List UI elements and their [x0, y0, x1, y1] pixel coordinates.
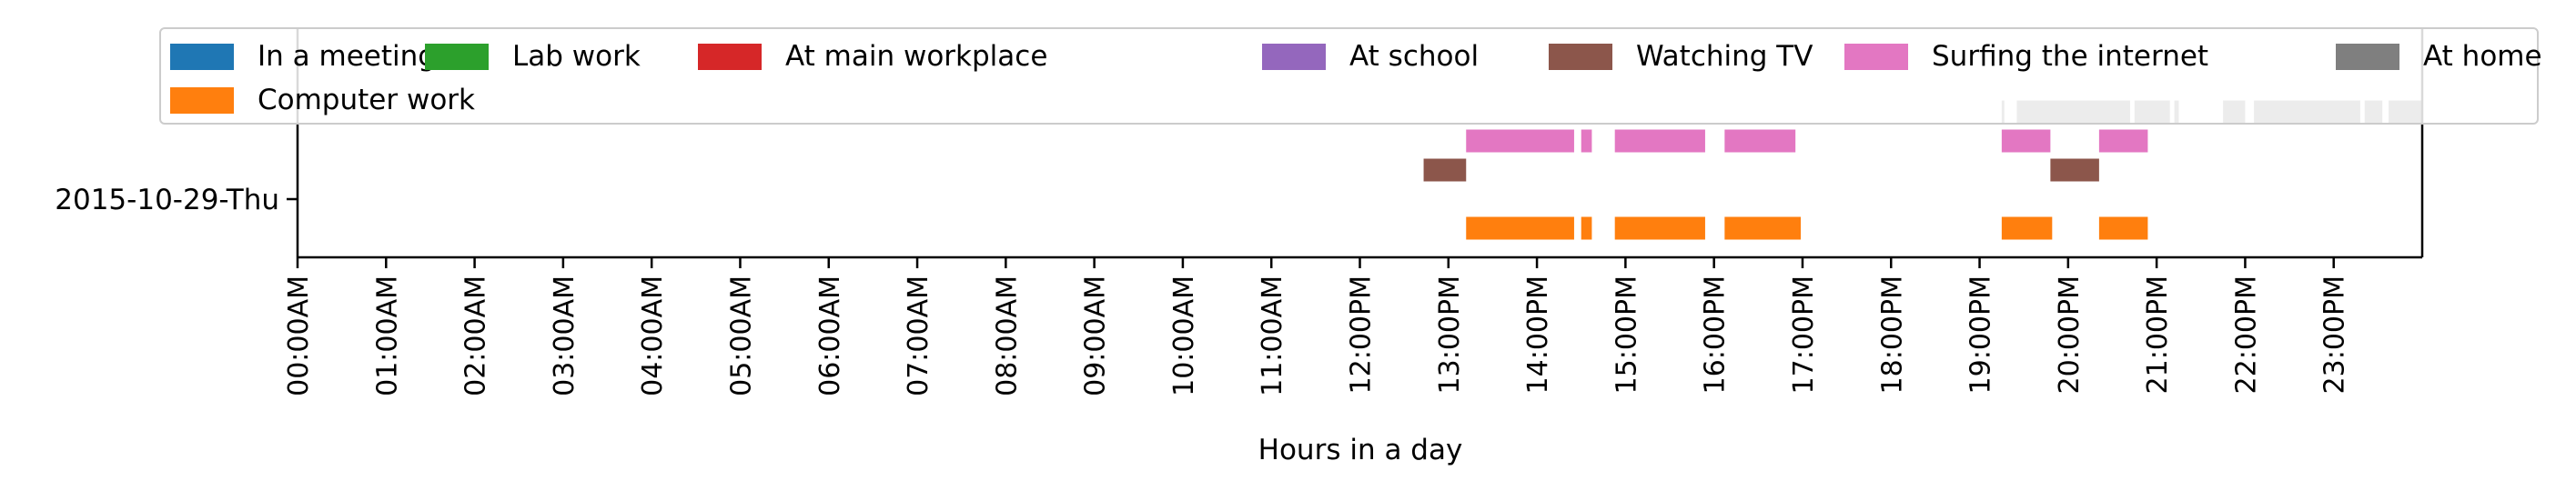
bar-computer-work-0 [1466, 216, 1574, 240]
x-tick-label: 03:00AM [549, 276, 581, 396]
x-tick-label: 07:00AM [903, 276, 934, 396]
bar-watching-tv-0 [1423, 158, 1467, 182]
legend-swatch [170, 86, 234, 114]
x-ticks: 00:00AM 01:00AM 02:00AM 03:00AM 04:00AM 05:00… [283, 257, 2351, 396]
x-tick-label: 13:00PM [1434, 276, 1466, 394]
x-tick-label: 12:00PM [1346, 276, 1378, 394]
y-ticks: 2015-10-29-Thu [55, 184, 298, 216]
x-tick-label: 17:00PM [1788, 276, 1820, 394]
legend: In a meeting Computer work Lab work At main… [159, 27, 2542, 125]
x-tick-label: 20:00PM [2054, 276, 2086, 394]
bar-surfing-the-internet-5 [2098, 129, 2148, 153]
x-tick-label: 22:00PM [2230, 276, 2262, 394]
legend-label: At home [2423, 40, 2542, 73]
x-tick-label: 15:00PM [1611, 276, 1642, 394]
legend-label: Surfing the internet [1932, 40, 2209, 73]
legend-label: At school [1349, 40, 1480, 73]
x-tick-label: 11:00AM [1257, 276, 1288, 396]
legend-label: In a meeting [258, 40, 436, 73]
x-tick-label: 18:00PM [1876, 276, 1908, 394]
x-tick-label: 04:00AM [637, 276, 669, 396]
bar-surfing-the-internet-4 [2001, 129, 2051, 153]
legend-swatch [1844, 43, 1908, 70]
legend-item-watching-tv: Watching TV [1549, 38, 1813, 75]
legend-item-at-school: At school [1262, 38, 1479, 75]
x-tick-label: 02:00AM [460, 276, 492, 396]
x-tick-label: 19:00PM [1965, 276, 1997, 394]
x-tick-label: 08:00AM [991, 276, 1023, 396]
x-axis-label: Hours in a day [1258, 434, 1463, 466]
x-tick-label: 00:00AM [283, 276, 315, 396]
legend-label: At main workplace [785, 40, 1048, 73]
legend-item-lab-work: Lab work [425, 38, 641, 75]
bar-computer-work-4 [2001, 216, 2053, 240]
legend-label: Watching TV [1636, 40, 1813, 73]
x-tick-label: 09:00AM [1080, 276, 1112, 396]
legend-item-at-main-workplace: At main workplace [698, 38, 1047, 75]
bar-surfing-the-internet-0 [1466, 129, 1574, 153]
bar-surfing-the-internet-2 [1614, 129, 1705, 153]
legend-swatch [1549, 43, 1612, 70]
legend-item-computer-work: Computer work [170, 82, 475, 118]
legend-swatch [1262, 43, 1326, 70]
y-tick-label: 2015-10-29-Thu [55, 184, 279, 216]
legend-item-surfing-the-internet: Surfing the internet [1844, 38, 2208, 75]
bar-computer-work-3 [1724, 216, 1802, 240]
bar-surfing-the-internet-3 [1724, 129, 1796, 153]
bar-watching-tv-1 [2050, 158, 2099, 182]
legend-label: Lab work [512, 40, 641, 73]
legend-swatch [2336, 43, 2399, 70]
x-tick-label: 16:00PM [1700, 276, 1732, 394]
x-tick-label: 05:00AM [725, 276, 757, 396]
x-tick-label: 23:00PM [2319, 276, 2351, 394]
x-tick-label: 21:00PM [2142, 276, 2174, 394]
legend-item-in-a-meeting: In a meeting [170, 38, 436, 75]
legend-item-at-home: At home [2336, 38, 2542, 75]
bar-surfing-the-internet-1 [1581, 129, 1592, 153]
x-tick-label: 06:00AM [814, 276, 846, 396]
legend-swatch [170, 43, 234, 70]
bar-computer-work-1 [1581, 216, 1592, 240]
x-tick-label: 01:00AM [371, 276, 403, 396]
x-tick-label: 10:00AM [1168, 276, 1200, 396]
legend-swatch [425, 43, 489, 70]
legend-label: Computer work [258, 84, 475, 116]
x-tick-label: 14:00PM [1522, 276, 1554, 394]
bar-computer-work-5 [2098, 216, 2148, 240]
bar-computer-work-2 [1614, 216, 1705, 240]
legend-swatch [698, 43, 762, 70]
